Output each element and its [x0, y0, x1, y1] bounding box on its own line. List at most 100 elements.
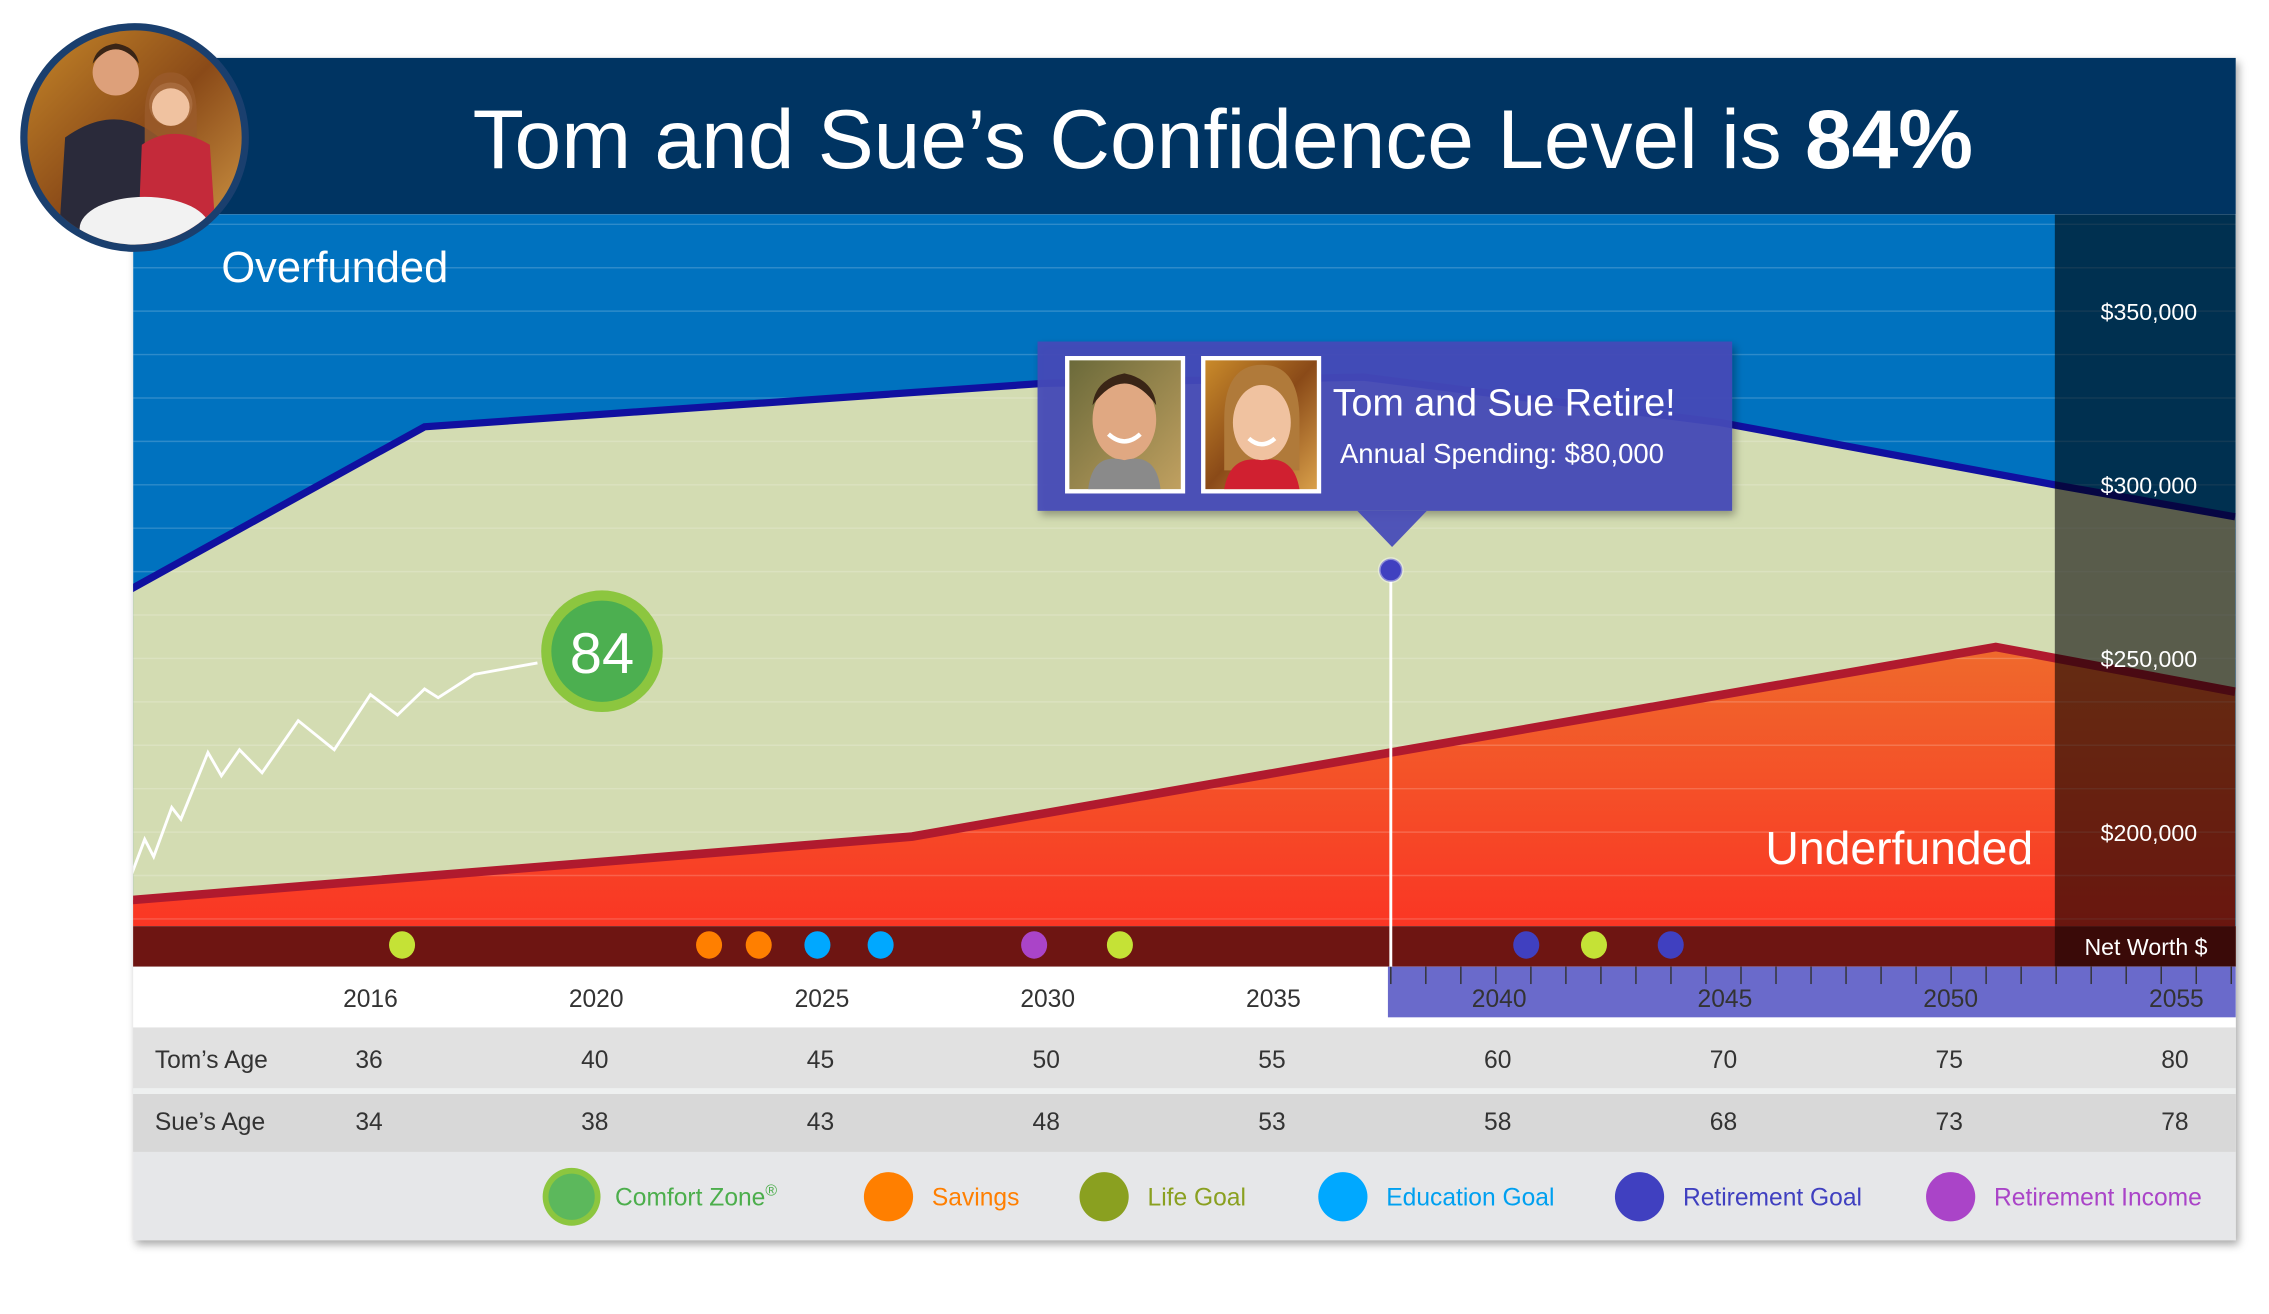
event-markers: [389, 931, 1684, 959]
age-cell: 38: [581, 1109, 608, 1136]
event-dot-life-goal[interactable]: [389, 931, 416, 959]
year-labels: 2016 2020 2025 2030 2035 2040 2045 2050 2055: [343, 986, 2204, 1013]
age-cell: 55: [1258, 1047, 1285, 1074]
legend-item-retirement-goal[interactable]: Retirement Goal: [1614, 1172, 1862, 1222]
callout-pointer: [1357, 510, 1427, 548]
sues-age-row: [133, 1094, 2236, 1152]
event-dot-life-goal[interactable]: [1106, 931, 1133, 959]
age-cell: 58: [1484, 1109, 1511, 1136]
year-label: 2055: [2149, 986, 2204, 1013]
year-label: 2030: [1020, 986, 1075, 1013]
legend-item-education-goal[interactable]: Education Goal: [1318, 1172, 1554, 1222]
legend-label-text: Comfort Zone: [615, 1184, 765, 1211]
legend-swatch: [863, 1172, 914, 1222]
retirement-period-axis: [1387, 966, 2236, 1018]
event-dot-education-goal[interactable]: [804, 931, 831, 959]
legend-item-retirement-income[interactable]: Retirement Income: [1926, 1172, 2202, 1222]
legend-label: Education Goal: [1386, 1184, 1554, 1211]
legend: Comfort Zone® Savings Life Goal Education G…: [542, 1167, 2202, 1226]
registered-mark: ®: [765, 1182, 777, 1199]
year-label: 2016: [343, 986, 398, 1013]
row-divider: [133, 1088, 2236, 1095]
event-dot-retirement-goal[interactable]: [1657, 931, 1684, 959]
year-label: 2035: [1246, 986, 1301, 1013]
age-cell: 80: [2161, 1047, 2188, 1074]
event-dot-retirement-goal[interactable]: [1513, 931, 1540, 959]
legend-label-text: Education Goal: [1386, 1184, 1554, 1211]
year-label: 2025: [795, 986, 850, 1013]
retirement-marker-dot[interactable]: [1377, 557, 1404, 584]
legend-label: Retirement Income: [1994, 1184, 2202, 1211]
legend-label-text: Retirement Income: [1994, 1184, 2202, 1211]
legend-label-text: Life Goal: [1148, 1184, 1246, 1211]
year-label: 2040: [1472, 986, 1527, 1013]
legend-swatch: [1318, 1172, 1368, 1222]
age-cell: 60: [1484, 1047, 1511, 1074]
badge-value: 84: [570, 622, 634, 686]
event-dot-retirement-income[interactable]: [1021, 931, 1048, 959]
confidence-history-line: [133, 661, 538, 875]
header-bar: [133, 57, 2236, 215]
sue-photo: [1201, 356, 1322, 494]
event-dot-life-goal[interactable]: [1580, 931, 1607, 959]
retirement-callout[interactable]: Tom and Sue Retire! Annual Spending: $80…: [1037, 341, 1733, 548]
age-cell: 45: [807, 1047, 834, 1074]
age-cell: 36: [355, 1047, 382, 1074]
page-title: Tom and Sue’s Confidence Level is 84%: [473, 92, 1973, 186]
y-tick-label: $250,000: [2101, 646, 2198, 672]
y-tick-label: $200,000: [2101, 820, 2198, 846]
legend-label: Retirement Goal: [1683, 1184, 1862, 1211]
net-worth-label-bg: [2054, 926, 2236, 967]
legend-label-text: Savings: [932, 1184, 1020, 1211]
age-cell: 43: [807, 1109, 834, 1136]
legend-label: Life Goal: [1148, 1184, 1246, 1211]
couple-avatar: [20, 23, 249, 252]
legend-label-text: Retirement Goal: [1683, 1184, 1862, 1211]
age-cell: 68: [1710, 1109, 1737, 1136]
row-label: Sue’s Age: [155, 1109, 265, 1136]
legend-item-comfort-zone[interactable]: Comfort Zone®: [542, 1167, 778, 1226]
age-cell: 48: [1033, 1109, 1060, 1136]
badge-core: [551, 600, 653, 702]
legend-swatch: [1614, 1172, 1665, 1222]
legend-item-life-goal[interactable]: Life Goal: [1079, 1172, 1246, 1222]
event-dot-savings[interactable]: [745, 931, 772, 959]
row-label: Tom’s Age: [155, 1047, 268, 1074]
event-dot-savings[interactable]: [696, 931, 723, 959]
legend-label: Savings: [932, 1184, 1020, 1211]
age-cell: 40: [581, 1047, 608, 1074]
callout-title: Tom and Sue Retire!: [1333, 381, 1676, 423]
legend-label: Comfort Zone®: [615, 1182, 777, 1211]
tom-photo: [1065, 356, 1186, 494]
age-cell: 73: [1936, 1109, 1963, 1136]
overfunded-label: Overfunded: [221, 244, 448, 292]
event-band: [133, 926, 2236, 967]
age-cell: 70: [1710, 1047, 1737, 1074]
underfunded-area: [133, 647, 2236, 927]
toms-age-row: [133, 1027, 2236, 1089]
legend-swatch: [548, 1173, 595, 1220]
year-label: 2045: [1698, 986, 1753, 1013]
event-dot-education-goal[interactable]: [867, 931, 894, 959]
age-cell: 75: [1936, 1047, 1963, 1074]
age-cell: 78: [2161, 1109, 2188, 1136]
callout-subtitle: Annual Spending: $80,000: [1340, 438, 1664, 469]
confidence-badge[interactable]: 84: [541, 590, 663, 712]
age-cell: 34: [355, 1109, 382, 1136]
y-tick-label: $350,000: [2101, 299, 2198, 325]
age-cell: 53: [1258, 1109, 1285, 1136]
axis-panel: [2054, 214, 2236, 927]
title-confidence-value: 84%: [1805, 92, 1973, 186]
legend-item-savings[interactable]: Savings: [863, 1172, 1020, 1222]
axis-ticks: [1390, 966, 2232, 985]
y-tick-label: $300,000: [2101, 472, 2198, 498]
legend-swatch: [1079, 1172, 1129, 1222]
chart-plot: [133, 214, 2236, 927]
y-axis: $200,000 $250,000 $300,000 $350,000: [2101, 299, 2198, 846]
net-worth-axis-label: Net Worth $: [2084, 934, 2207, 960]
legend-swatch: [1926, 1172, 1976, 1222]
year-label: 2050: [1923, 986, 1978, 1013]
age-cell: 50: [1033, 1047, 1060, 1074]
title-prefix: Tom and Sue’s Confidence Level is: [473, 92, 1805, 186]
